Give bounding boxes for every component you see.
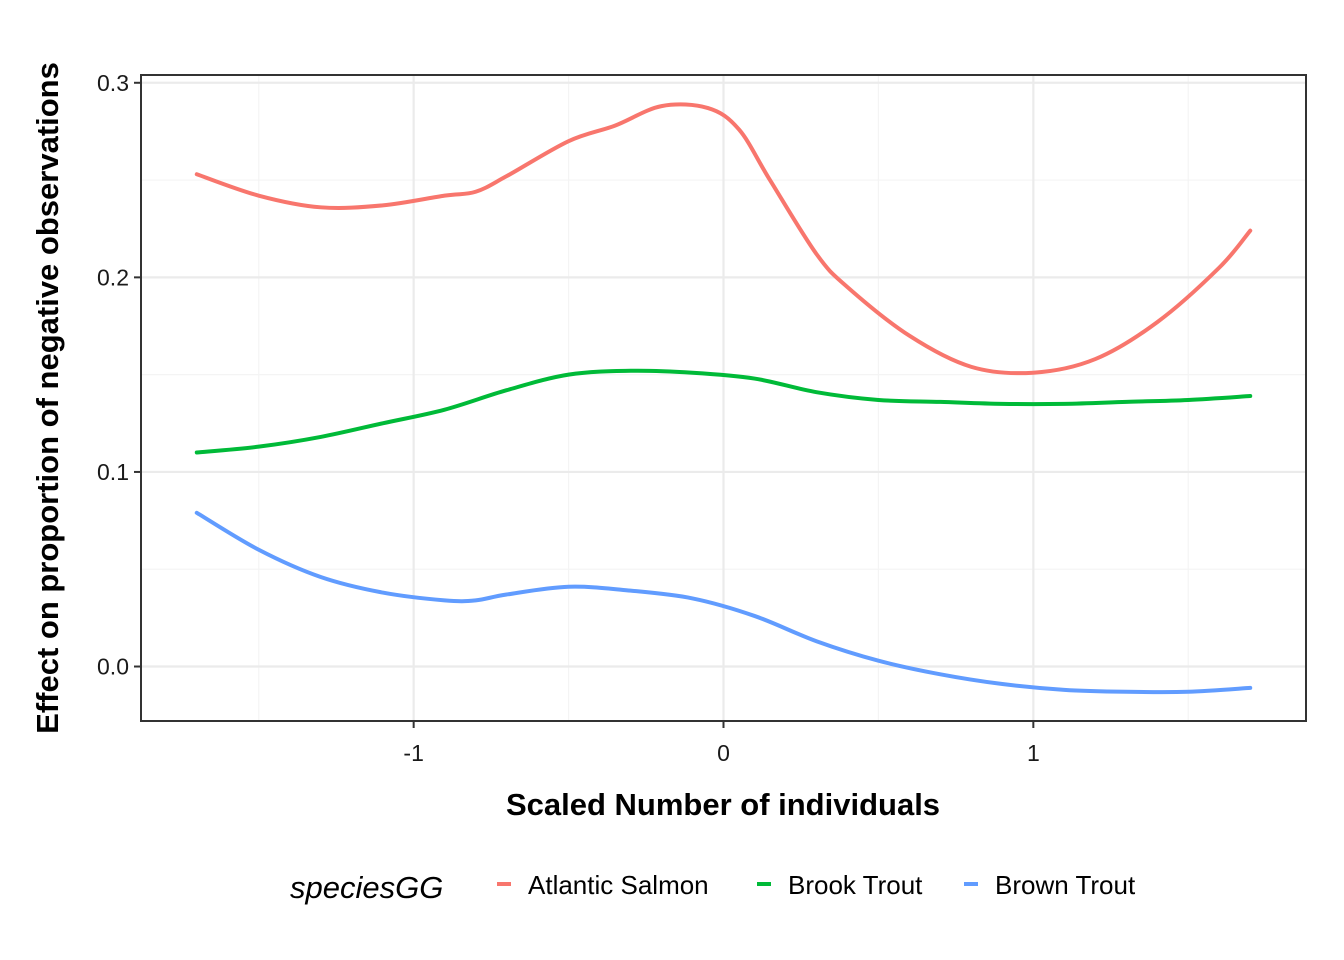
y-tick-label: 0.1 <box>97 459 129 485</box>
series-line-brown-trout <box>194 510 1253 695</box>
x-axis-title: Scaled Number of individuals <box>506 787 940 822</box>
y-tick-label: 0.0 <box>97 654 129 680</box>
legend-title: speciesGG <box>290 870 443 905</box>
series-line-atlantic-salmon <box>194 102 1253 376</box>
x-tick-label: 1 <box>1027 740 1040 766</box>
x-tick-label: 0 <box>717 740 730 766</box>
series-lines <box>194 102 1253 695</box>
y-tick-label: 0.3 <box>97 70 129 96</box>
y-tick-label: 0.2 <box>97 264 129 290</box>
series-line-brook-trout <box>194 368 1253 455</box>
grid-lines <box>141 75 1306 721</box>
x-axis: -1 0 1 <box>403 721 1040 766</box>
legend-label-brook-trout: Brook Trout <box>788 870 923 900</box>
legend-label-atlantic-salmon: Atlantic Salmon <box>528 870 709 900</box>
legend: speciesGG Atlantic Salmon Brook Trout Brow… <box>290 870 1136 905</box>
y-axis-title: Effect on proportion of negative observa… <box>30 62 65 734</box>
x-tick-label: -1 <box>403 740 423 766</box>
legend-label-brown-trout: Brown Trout <box>995 870 1136 900</box>
y-axis: 0.0 0.1 0.2 0.3 <box>97 70 141 680</box>
